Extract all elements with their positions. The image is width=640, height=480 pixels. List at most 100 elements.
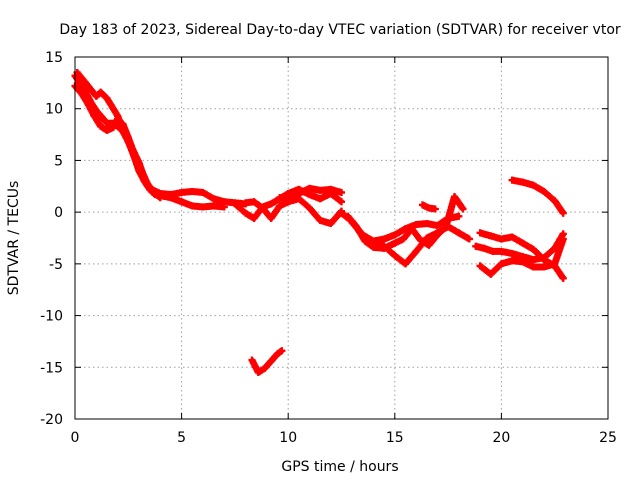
data-point [210, 195, 218, 203]
series-track-11 [419, 201, 439, 213]
data-point [199, 203, 207, 211]
data-point [412, 247, 420, 255]
data-point [242, 199, 250, 207]
data-point [401, 225, 409, 233]
data-point [103, 94, 111, 102]
data-point [327, 185, 335, 193]
data-point [540, 187, 548, 195]
data-point [476, 229, 484, 237]
data-point [559, 235, 567, 243]
data-point [529, 256, 537, 264]
data-point [529, 263, 537, 271]
data-point [497, 235, 505, 243]
data-point [380, 244, 388, 252]
data-point [391, 252, 399, 260]
data-point [92, 92, 100, 100]
data-point [120, 129, 128, 137]
data-point [316, 216, 324, 224]
series-track-6 [276, 184, 345, 203]
data-point [156, 190, 164, 198]
data-point [242, 209, 250, 217]
data-point [508, 176, 516, 184]
data-point [369, 243, 377, 251]
data-point [425, 204, 433, 212]
x-tick-label: 15 [386, 430, 404, 446]
data-point [338, 209, 345, 217]
data-point [459, 205, 467, 213]
data-point [551, 262, 559, 270]
data-point [540, 263, 548, 271]
data-point [135, 158, 143, 166]
data-point [250, 214, 258, 222]
data-point [188, 202, 196, 210]
data-point [433, 231, 441, 239]
data-point [178, 188, 186, 196]
data-point [465, 235, 473, 243]
data-point [90, 112, 98, 120]
chart-title: Day 183 of 2023, Sidereal Day-to-day VTE… [59, 22, 621, 38]
data-point [559, 274, 567, 282]
y-tick-label: -10 [40, 309, 63, 325]
data-point [84, 100, 92, 108]
data-point [267, 214, 275, 222]
data-point [444, 214, 452, 222]
data-point [231, 200, 239, 208]
y-tick-label: 0 [54, 205, 63, 221]
data-point [540, 256, 548, 264]
data-point [267, 357, 275, 365]
data-point [141, 177, 149, 185]
data-point [306, 191, 314, 199]
axis-ticks: 0 5 10 15 20 25 15 10 5 0 -5 -10 -15 -20 [40, 50, 617, 446]
data-point [167, 191, 175, 199]
data-point [109, 123, 117, 131]
data-point [274, 350, 282, 358]
x-tick-label: 25 [599, 430, 617, 446]
data-point [529, 181, 537, 189]
data-point [254, 368, 262, 376]
data-point [188, 187, 196, 195]
data-point [508, 257, 516, 265]
data-point [295, 190, 303, 198]
data-point [489, 247, 497, 255]
data-point [423, 220, 431, 228]
data-point [148, 185, 156, 193]
data-point [476, 262, 484, 270]
data-point [419, 201, 427, 209]
data-point [250, 198, 258, 206]
series-track-10 [348, 212, 463, 245]
series-track-14 [476, 229, 567, 282]
data-point [338, 198, 345, 206]
series-markers [344, 193, 467, 252]
data-point [508, 250, 516, 258]
x-tick-label: 20 [492, 430, 510, 446]
y-tick-label: -20 [40, 412, 63, 428]
data-point [306, 204, 314, 212]
data-point [497, 247, 505, 255]
plot-frame [74, 56, 609, 420]
data-point [480, 244, 488, 252]
data-point [316, 186, 324, 194]
data-point [82, 79, 90, 87]
data-point [369, 237, 377, 245]
y-tick-label: 15 [45, 50, 63, 66]
data-point [316, 195, 324, 203]
data-point [199, 188, 207, 196]
data-point [391, 231, 399, 239]
data-point [259, 204, 267, 212]
data-point [126, 141, 134, 149]
data-point [508, 233, 516, 241]
data-point [416, 236, 424, 244]
data-point [442, 223, 450, 231]
series-track-13 [476, 235, 567, 278]
y-tick-label: 10 [45, 102, 63, 118]
data-point [431, 205, 439, 213]
data-point [519, 239, 527, 247]
series-track-3 [73, 69, 250, 208]
data-point [551, 197, 559, 205]
data-point [103, 126, 111, 134]
data-point [278, 347, 286, 355]
data-point [487, 270, 495, 278]
series-track-7 [248, 347, 286, 376]
data-point [487, 232, 495, 240]
data-points [71, 69, 567, 376]
